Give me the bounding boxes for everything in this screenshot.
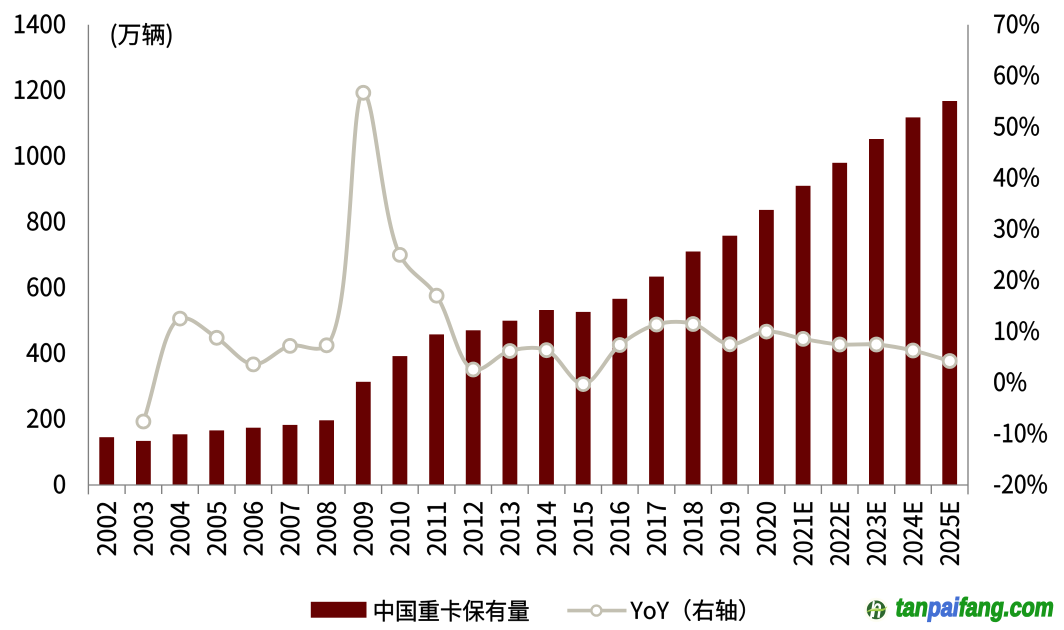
svg-text:tanpaifang.com: tanpaifang.com [894,593,1056,622]
